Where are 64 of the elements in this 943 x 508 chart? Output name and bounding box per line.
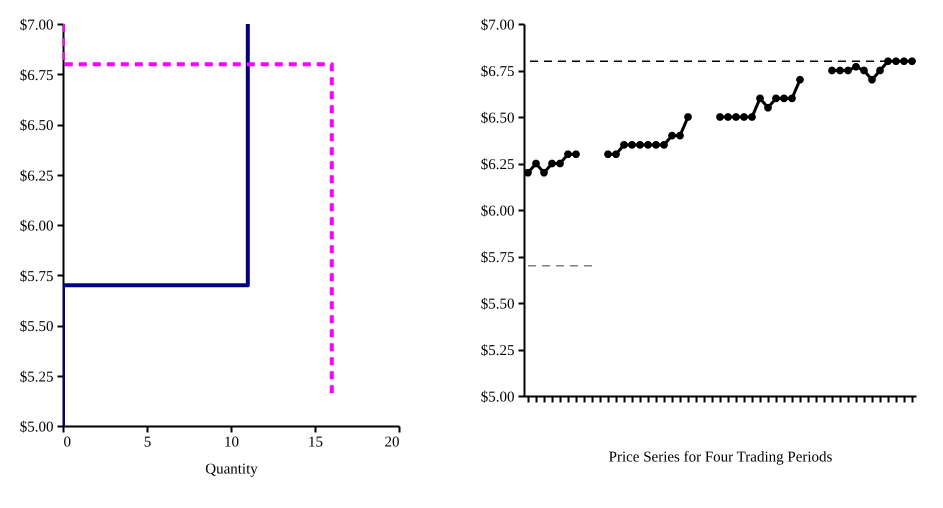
- point: [604, 150, 612, 158]
- point: [884, 57, 892, 66]
- y-tick-label: $6.50: [20, 118, 54, 134]
- point: [540, 168, 548, 177]
- point: [628, 141, 636, 149]
- point: [572, 150, 580, 158]
- point: [660, 141, 668, 149]
- point: [908, 57, 916, 66]
- point: [732, 113, 740, 121]
- point: [740, 113, 748, 121]
- y-tick-label: $5.50: [20, 319, 54, 335]
- x-tick-label: 0: [64, 434, 71, 450]
- y-tick-label: $5.00: [20, 420, 54, 436]
- point: [900, 57, 908, 66]
- x-tick-label: 5: [144, 434, 152, 450]
- x-tick-label: 20: [384, 434, 400, 450]
- point: [556, 160, 564, 168]
- point: [644, 141, 652, 149]
- y-tick-label: $5.25: [20, 369, 54, 386]
- y-tick-label: $5.50: [480, 296, 514, 312]
- y-tick-label: $5.75: [20, 268, 54, 285]
- point: [620, 141, 628, 149]
- x-tick-label: 15: [308, 434, 323, 450]
- y-tick-label: $6.00: [20, 218, 54, 234]
- point: [716, 113, 724, 121]
- point: [548, 160, 556, 168]
- point: [612, 150, 620, 158]
- point: [684, 113, 692, 121]
- point: [764, 104, 772, 112]
- y-tick-label: $6.00: [480, 204, 514, 220]
- y-tick-label: $6.75: [20, 68, 54, 84]
- point: [772, 94, 780, 102]
- point: [668, 132, 676, 140]
- point: [636, 141, 644, 149]
- y-tick-label: $6.50: [480, 110, 514, 126]
- point: [564, 150, 572, 158]
- point: [844, 66, 852, 74]
- x-axis-title: Quantity: [205, 462, 258, 478]
- point: [780, 94, 788, 102]
- y-tick-label: $7.00: [20, 18, 54, 34]
- y-tick-label: $5.75: [480, 250, 514, 266]
- point: [748, 113, 756, 121]
- point: [868, 76, 876, 84]
- point: [724, 113, 732, 121]
- point: [788, 94, 796, 102]
- y-tick-label: $5.00: [480, 390, 514, 406]
- point: [852, 62, 860, 71]
- point: [796, 76, 804, 84]
- x-axis-title: Price Series for Four Trading Periods: [608, 450, 833, 466]
- point: [836, 66, 844, 74]
- point: [676, 132, 684, 140]
- y-tick-label: $5.25: [480, 343, 514, 359]
- point: [876, 66, 884, 74]
- point: [860, 66, 868, 74]
- point: [828, 66, 836, 74]
- point: [652, 141, 660, 149]
- y-tick-label: $6.25: [20, 168, 54, 184]
- y-tick-label: $7.00: [480, 18, 514, 34]
- point: [532, 160, 540, 168]
- point: [756, 94, 764, 102]
- x-tick-label: 10: [224, 434, 239, 450]
- point: [892, 57, 900, 66]
- y-tick-label: $6.75: [480, 64, 514, 80]
- y-tick-label: $6.25: [480, 157, 514, 173]
